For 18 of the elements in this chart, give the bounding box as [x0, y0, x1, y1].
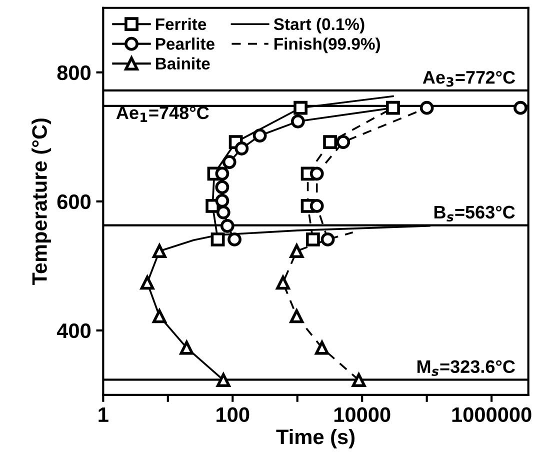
legend-label: Pearlite [156, 38, 214, 50]
y-tick-label: 400 [56, 323, 91, 338]
x-tick-label: 100 [216, 407, 250, 422]
legend-label: Bainite [156, 57, 210, 70]
y-tick-label: 800 [57, 65, 91, 80]
x-axis-title: Time (s) [276, 428, 354, 448]
legend-label: Ferrite [156, 18, 206, 30]
x-tick-label: 10000 [334, 407, 390, 422]
ref-line-label: Ae$_{1}$=748°C [116, 106, 209, 122]
x-tick-label: 1000000 [452, 407, 532, 422]
legend-label: Finish(99.9%) [274, 38, 380, 54]
ref-line-label: Ae$_{3}$=772°C [422, 70, 516, 87]
y-axis-title: Temperature (°C) [32, 118, 52, 286]
legend-label: Start (0.1%) [274, 18, 364, 34]
x-tick-label: 1 [98, 408, 108, 422]
ref-line-label: M$_{s}$=323.6°C [417, 360, 515, 376]
ref-line-label: B$_{s}$=563°C [434, 206, 515, 222]
y-tick-label: 600 [57, 194, 91, 210]
